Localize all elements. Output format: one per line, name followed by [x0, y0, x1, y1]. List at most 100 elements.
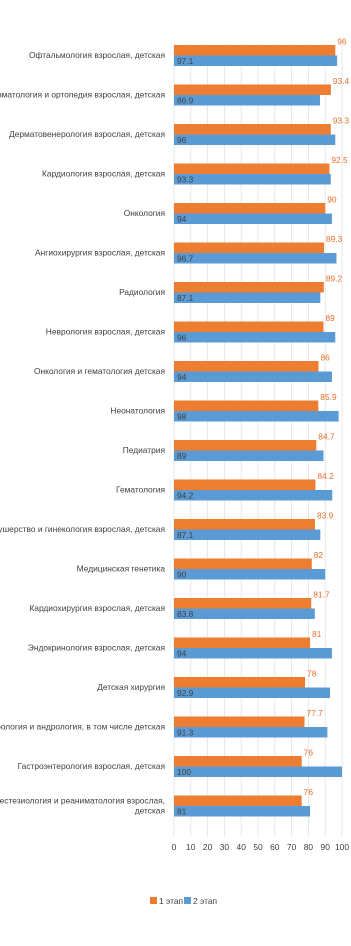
bar-series-2	[174, 648, 332, 659]
bar-series-1	[174, 163, 330, 174]
data-label-series-1: 78	[307, 669, 317, 679]
data-label-series-2: 94	[177, 649, 187, 659]
data-label-series-2: 81	[177, 807, 187, 817]
legend-label: 2 этап	[193, 896, 217, 906]
data-label-series-1: 84.7	[318, 432, 335, 442]
data-label-series-2: 83.8	[177, 609, 194, 619]
data-label-series-2: 89	[177, 451, 187, 461]
data-label-series-2: 96	[177, 333, 187, 343]
bar-series-2	[174, 332, 336, 343]
data-label-series-1: 83.9	[317, 511, 334, 521]
bar-series-2	[174, 727, 328, 738]
data-label-series-2: 92.9	[177, 688, 194, 698]
bar-series-2	[174, 766, 342, 777]
bar-series-2	[174, 490, 333, 501]
data-label-series-2: 91.3	[177, 728, 194, 738]
category-label: Ангиохирургия взрослая, детская	[35, 248, 165, 258]
bar-series-1	[174, 558, 312, 569]
x-tick-label: 0	[172, 842, 177, 852]
data-label-series-1: 93.3	[333, 116, 350, 126]
bar-series-1	[174, 756, 302, 767]
x-tick-label: 90	[321, 842, 331, 852]
bar-series-1	[174, 677, 306, 688]
bar-series-2	[174, 806, 311, 817]
category-label: Урология и андрология, в том числе детск…	[0, 722, 165, 732]
x-tick-label: 10	[186, 842, 196, 852]
x-tick-label: 50	[253, 842, 263, 852]
data-label-series-2: 87.1	[177, 530, 194, 540]
bar-series-1	[174, 519, 315, 530]
bar-series-2	[174, 95, 320, 106]
category-label: Анестезиология и реаниматология взрослая…	[0, 796, 165, 806]
category-label: Неонатология	[110, 406, 165, 416]
bar-series-1	[174, 45, 336, 56]
x-axis-ticks: 0 10 20 30 40 50 60 70 80 90 100	[172, 842, 350, 852]
bar-series-1	[174, 479, 316, 490]
category-label: Дерматовенерология взрослая, детская	[9, 129, 165, 139]
bar-series-2	[174, 174, 331, 185]
data-label-series-1: 81.7	[313, 590, 330, 600]
bar-series-1	[174, 440, 317, 451]
x-tick-label: 70	[287, 842, 297, 852]
data-label-series-2: 100	[177, 767, 191, 777]
category-label: Офтальмология взрослая, детская	[29, 50, 165, 60]
category-label: Травматология и ортопедия взрослая, детс…	[0, 90, 165, 100]
bar-series-1	[174, 716, 305, 727]
bar-series-1	[174, 321, 324, 332]
bar-series-2	[174, 411, 339, 422]
legend-label: 1 этап	[159, 896, 183, 906]
bar-series-2	[174, 608, 315, 619]
bar-series-1	[174, 637, 311, 648]
data-label-series-2: 96	[177, 135, 187, 145]
data-label-series-1: 76	[304, 748, 314, 758]
data-label-series-1: 84.2	[317, 471, 334, 481]
bar-series-1	[174, 598, 312, 609]
value-labels: 96 97.1 93.4 86.9 93.3 96 92.5 93.3 90 94 89.3 96.7…	[177, 37, 350, 817]
data-label-series-1: 89.3	[326, 234, 343, 244]
x-tick-label: 40	[237, 842, 247, 852]
data-label-series-2: 98	[177, 412, 187, 422]
bar-series-2	[174, 55, 338, 66]
data-label-series-2: 87.1	[177, 293, 194, 303]
data-label-series-1: 77.7	[307, 708, 324, 718]
data-label-series-1: 85.9	[320, 392, 337, 402]
bar-series-2	[174, 253, 337, 264]
bar-series-2	[174, 450, 324, 461]
data-label-series-2: 96.7	[177, 254, 194, 264]
category-label: Эндокринология взрослая, детская	[28, 643, 165, 653]
bar-series-1	[174, 282, 324, 293]
bar-series-1	[174, 84, 331, 95]
category-label: Онкология	[124, 208, 165, 218]
data-label-series-2: 94.2	[177, 491, 194, 501]
category-label: Кардиология взрослая, детская	[42, 169, 165, 179]
bar-series-2	[174, 569, 326, 580]
data-label-series-1: 92.5	[331, 155, 348, 165]
category-label: Онкология и гематология детская	[34, 366, 165, 376]
bar-series-1	[174, 795, 302, 806]
bar-series-2	[174, 134, 336, 145]
x-tick-label: 30	[220, 842, 230, 852]
category-label: Акушерство и гинекология взрослая, детск…	[0, 524, 165, 534]
bar-series-1	[174, 124, 331, 135]
data-label-series-2: 97.1	[177, 56, 194, 66]
data-label-series-1: 89.2	[326, 274, 343, 284]
category-label: Педиатрия	[123, 445, 165, 455]
data-label-series-1: 76	[304, 787, 314, 797]
category-label: Кардиохирургия взрослая, детская	[29, 603, 165, 613]
data-label-series-1: 81	[312, 629, 322, 639]
data-label-series-1: 82	[314, 550, 324, 560]
category-label: Детская хирургия	[97, 682, 165, 692]
bar-series-2	[174, 292, 321, 303]
x-tick-label: 80	[304, 842, 314, 852]
bar-series-2	[174, 529, 321, 540]
data-label-series-2: 93.3	[177, 175, 194, 185]
bar-series-2	[174, 687, 331, 698]
data-label-series-2: 86.9	[177, 96, 194, 106]
x-tick-label: 100	[335, 842, 349, 852]
category-label: Медицинская генетика	[77, 564, 166, 574]
category-label: Неврология взрослая, детская	[46, 327, 165, 337]
data-label-series-2: 90	[177, 570, 187, 580]
category-label: Гематология	[116, 485, 165, 495]
data-label-series-1: 93.4	[333, 76, 350, 86]
